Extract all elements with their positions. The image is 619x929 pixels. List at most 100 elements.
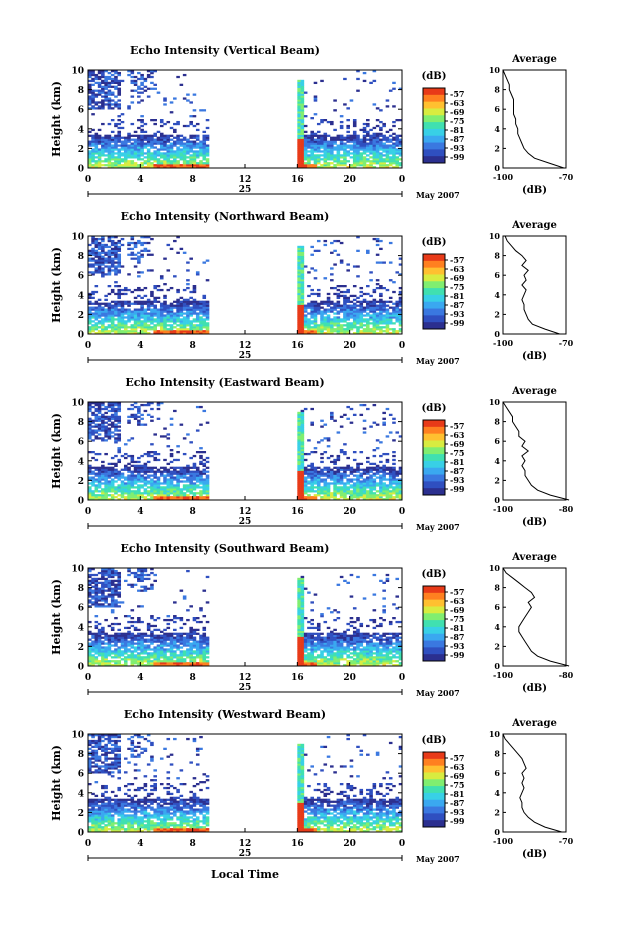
heatmap-cell — [398, 484, 403, 487]
heatmap-cell — [153, 330, 157, 333]
heatmap-cell — [323, 312, 328, 315]
heatmap-cell — [123, 468, 128, 471]
heatmap-cell — [101, 569, 105, 573]
heatmap-cell — [320, 120, 324, 124]
heatmap-cell — [297, 330, 301, 333]
heatmap-cell — [88, 70, 92, 73]
heatmap-cell — [120, 492, 125, 495]
heatmap-cell — [356, 498, 360, 501]
heatmap-cell — [310, 466, 314, 469]
heatmap-cell — [182, 124, 187, 128]
heatmap-cell — [107, 93, 112, 96]
heatmap-cell — [117, 472, 122, 475]
heatmap-cell — [300, 97, 305, 100]
heatmap-cell — [127, 650, 131, 653]
heatmap-cell — [143, 142, 148, 145]
heatmap-cell — [97, 89, 102, 92]
heatmap-cell — [372, 79, 377, 83]
heatmap-cell — [88, 308, 92, 311]
heatmap-cell — [398, 324, 403, 327]
heatmap-cell — [369, 138, 373, 141]
heatmap-cell — [107, 652, 112, 655]
heatmap-cell — [117, 632, 122, 635]
heatmap-cell — [379, 316, 383, 319]
heatmap-cell — [153, 306, 157, 309]
heatmap-cell — [330, 460, 334, 464]
heatmap-cell — [173, 332, 177, 335]
heatmap-cell — [176, 330, 180, 333]
heatmap-cell — [133, 498, 138, 501]
heatmap-cell — [137, 419, 141, 422]
heatmap-cell — [114, 419, 118, 422]
heatmap-cell — [300, 460, 305, 464]
heatmap-cell — [375, 146, 380, 149]
heatmap-cell — [127, 247, 131, 251]
heatmap-cell — [156, 332, 161, 335]
heatmap-cell — [94, 107, 99, 110]
heatmap-cell — [146, 166, 151, 169]
heatmap-cell — [101, 326, 105, 329]
heatmap-cell — [307, 294, 311, 298]
heatmap-cell — [137, 476, 141, 479]
heatmap-cell — [137, 470, 141, 473]
heatmap-cell — [94, 480, 99, 483]
heatmap-cell — [120, 634, 125, 637]
heatmap-cell — [117, 435, 122, 438]
heatmap-cell — [303, 142, 308, 145]
heatmap-cell — [339, 472, 344, 475]
heatmap-cell — [156, 138, 161, 141]
heatmap-cell — [379, 142, 383, 145]
heatmap-cell — [137, 310, 141, 313]
heatmap-cell — [127, 636, 131, 639]
heatmap-cell — [362, 138, 367, 141]
heatmap-cell — [101, 271, 105, 274]
heatmap-cell — [114, 648, 118, 651]
heatmap-cell — [101, 255, 105, 258]
heatmap-cell — [133, 648, 138, 651]
heatmap-cell — [362, 130, 367, 134]
heatmap-cell — [150, 304, 154, 307]
heatmap-cell — [94, 162, 99, 165]
heatmap-cell — [166, 330, 171, 333]
heatmap-cell — [150, 294, 154, 298]
heatmap-cell — [307, 468, 311, 471]
heatmap-cell — [297, 160, 301, 163]
heatmap-cell — [323, 166, 328, 169]
heatmap-cell — [297, 456, 301, 460]
heatmap-cell — [352, 156, 357, 159]
colorbar-tick-label: -87 — [450, 466, 464, 476]
heatmap-cell — [107, 105, 112, 108]
heatmap-cell — [336, 296, 341, 300]
heatmap-cell — [101, 498, 105, 501]
heatmap-cell — [349, 322, 354, 325]
heatmap-cell — [94, 267, 99, 270]
heatmap-cell — [297, 79, 301, 83]
heatmap-cell — [110, 484, 115, 487]
heatmap-cell — [117, 405, 122, 409]
heatmap-cell — [395, 152, 400, 155]
heatmap-cell — [114, 433, 118, 436]
heatmap-cell — [372, 150, 377, 153]
heatmap-cell — [297, 292, 301, 296]
heatmap-cell — [123, 150, 128, 153]
heatmap-cell — [382, 468, 386, 471]
heatmap-cell — [114, 634, 118, 637]
heatmap-cell — [189, 486, 193, 489]
heatmap-cell — [369, 294, 373, 298]
heatmap-cell — [163, 97, 167, 100]
heatmap-cell — [179, 476, 184, 479]
heatmap-cell — [202, 130, 207, 134]
heatmap-cell — [101, 575, 105, 579]
heatmap-cell — [114, 124, 118, 128]
heatmap-cell — [189, 484, 193, 487]
colorbar-tick-label: -87 — [450, 134, 464, 144]
heatmap-cell — [385, 322, 390, 325]
heatmap-cell — [140, 130, 144, 134]
heatmap-cell — [176, 290, 180, 294]
x-axis-label: Local Time — [211, 868, 279, 881]
heatmap-cell — [379, 261, 383, 264]
heatmap-cell — [163, 122, 167, 126]
heatmap-cell — [189, 490, 193, 493]
x-tick-label: 0 — [399, 507, 405, 517]
heatmap-cell — [104, 618, 108, 622]
